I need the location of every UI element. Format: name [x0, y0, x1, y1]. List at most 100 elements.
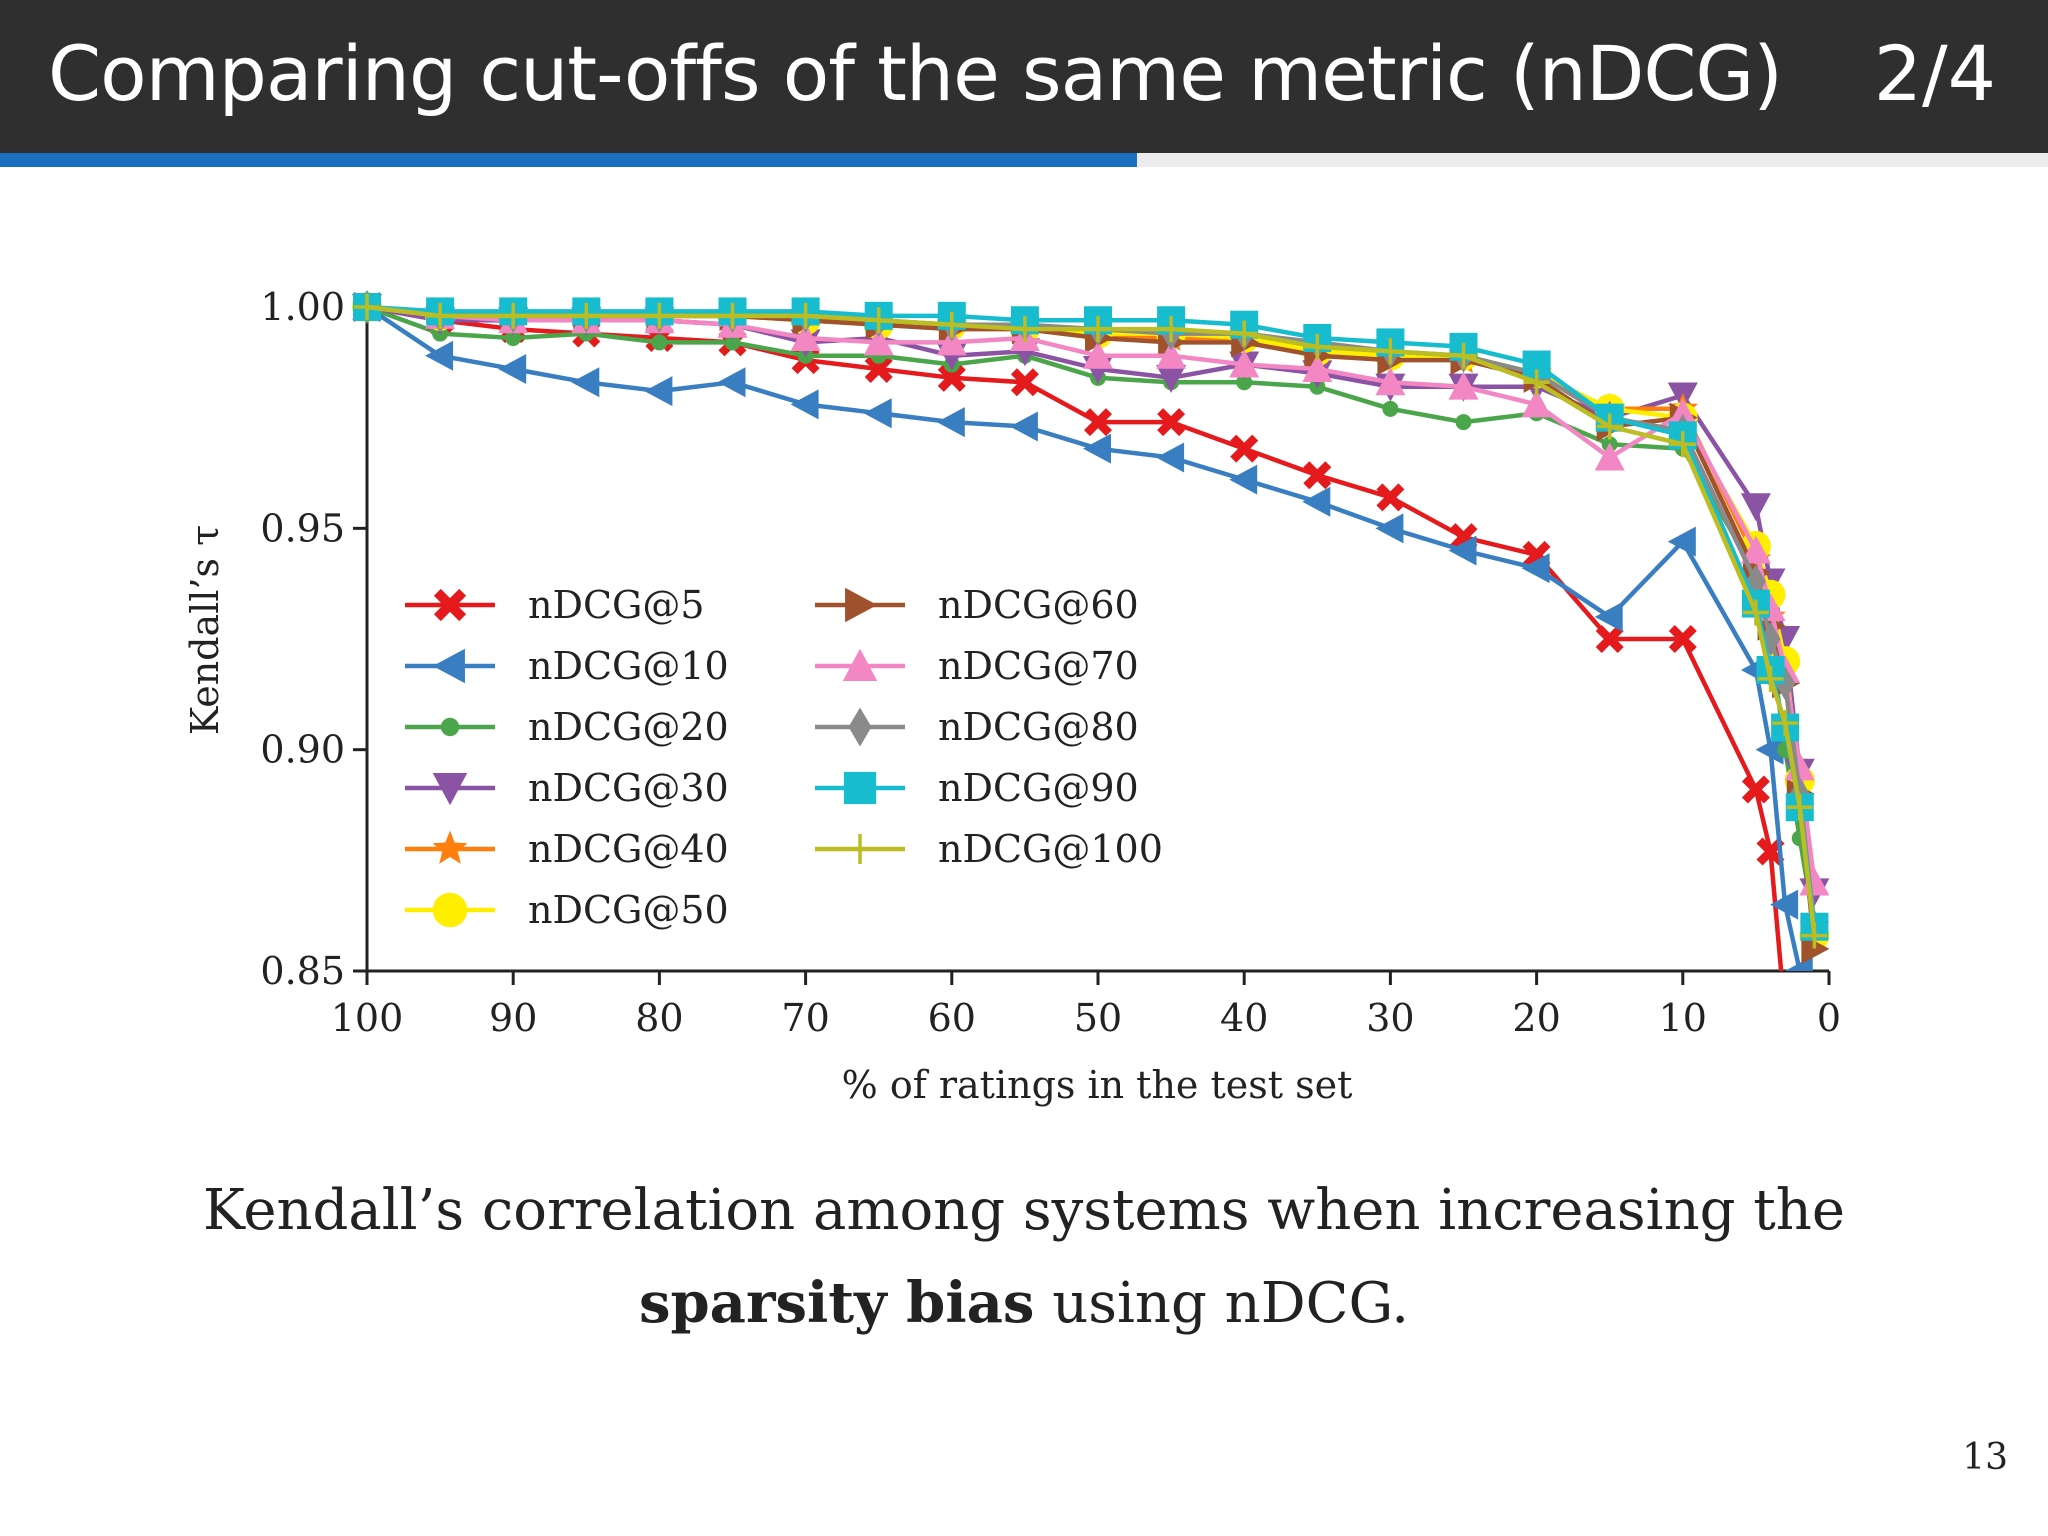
x-tick-label: 40	[1220, 996, 1268, 1040]
slide-title: Comparing cut-offs of the same metric (n…	[48, 29, 1783, 118]
data-point	[1771, 1001, 1799, 1029]
data-point	[1594, 442, 1625, 471]
progress-bar-fill	[0, 153, 1137, 167]
legend-marker	[432, 830, 468, 864]
legend-label: nDCG@40	[528, 827, 729, 871]
legend-label: nDCG@10	[528, 644, 729, 688]
data-point	[1156, 364, 1187, 393]
data-point	[863, 327, 894, 356]
data-point	[1083, 340, 1113, 369]
data-point	[1595, 625, 1624, 653]
data-point	[1594, 601, 1623, 632]
data-point	[1156, 340, 1187, 369]
legend-marker	[845, 834, 875, 864]
x-tick-label: 30	[1366, 996, 1414, 1040]
x-tick-label: 60	[928, 996, 976, 1040]
data-point	[719, 302, 746, 329]
caption-line-2: sparsity bias using nDCG.	[0, 1257, 2048, 1350]
data-point	[1011, 316, 1038, 343]
data-point	[864, 354, 893, 383]
legend-marker	[845, 587, 878, 623]
x-tick-label: 50	[1074, 996, 1122, 1040]
data-point	[1382, 400, 1399, 417]
legend-item: nDCG@10	[405, 644, 729, 688]
data-point	[1302, 353, 1333, 382]
data-point	[1157, 408, 1186, 437]
data-point	[1521, 389, 1552, 418]
x-tick-label: 20	[1512, 996, 1560, 1040]
data-point	[1455, 414, 1472, 431]
data-point	[865, 307, 892, 334]
slide-header: Comparing cut-offs of the same metric (n…	[0, 0, 2048, 153]
legend-item: nDCG@30	[405, 766, 729, 810]
legend-label: nDCG@100	[938, 827, 1163, 871]
data-point	[1236, 374, 1253, 391]
data-point	[1083, 433, 1111, 464]
legend-label: nDCG@90	[938, 766, 1139, 810]
legend-label: nDCG@5	[528, 583, 705, 627]
legend-marker	[432, 892, 468, 928]
data-point	[1156, 442, 1185, 473]
data-point	[1230, 434, 1259, 463]
data-point	[1375, 367, 1406, 396]
data-point	[646, 302, 673, 329]
data-point	[1448, 535, 1477, 566]
data-point	[1786, 794, 1813, 821]
data-point	[1229, 464, 1258, 495]
data-point	[1377, 338, 1404, 365]
data-point	[571, 367, 600, 398]
data-point	[1742, 599, 1769, 626]
x-tick-label: 10	[1659, 996, 1707, 1040]
legend-item: nDCG@100	[815, 827, 1163, 871]
data-point	[1596, 413, 1623, 440]
data-point	[1523, 369, 1550, 396]
data-point	[937, 363, 966, 392]
legend-item: nDCG@5	[405, 583, 705, 627]
data-point	[1450, 342, 1477, 369]
page-number: 13	[1962, 1437, 2008, 1478]
data-point	[1231, 320, 1258, 347]
data-point	[1740, 493, 1771, 522]
data-point	[651, 334, 668, 351]
y-tick-label: 1.00	[260, 285, 345, 329]
y-tick-label: 0.90	[260, 728, 345, 772]
legend-item: nDCG@90	[815, 766, 1139, 810]
data-point	[1085, 316, 1111, 343]
data-point	[1801, 922, 1828, 949]
caption-rest: using nDCG.	[1034, 1271, 1409, 1336]
data-point	[1375, 513, 1404, 544]
data-point	[1229, 349, 1260, 378]
data-point	[644, 376, 673, 407]
legend-label: nDCG@60	[938, 583, 1139, 627]
data-point	[1302, 486, 1331, 517]
data-point	[790, 322, 821, 351]
x-tick-label: 70	[781, 996, 829, 1040]
data-point	[1757, 665, 1784, 692]
data-point	[1448, 371, 1479, 400]
data-point	[1009, 411, 1038, 442]
data-point	[573, 302, 600, 329]
slide-caption: Kendall’s correlation among systems when…	[0, 1165, 2048, 1350]
data-point	[1770, 889, 1799, 920]
data-point	[938, 311, 965, 338]
y-axis-label: Kendall’s τ	[183, 525, 227, 735]
data-point	[790, 389, 819, 420]
data-point	[505, 329, 522, 346]
x-tick-label: 80	[635, 996, 683, 1040]
data-point	[1084, 408, 1112, 437]
progress-bar	[0, 153, 2048, 167]
chart-legend: nDCG@5 nDCG@10 nDCG@20 nDCG@30 nDCG@40 nDCG@5…	[405, 583, 1163, 932]
legend-item: nDCG@60	[815, 583, 1139, 627]
legend-label: nDCG@80	[938, 705, 1139, 749]
data-point	[425, 340, 454, 371]
legend-marker	[432, 773, 468, 806]
data-point	[354, 294, 380, 320]
series-ndcg-at-100	[354, 294, 1828, 949]
legend-marker	[842, 648, 878, 681]
series-line	[366, 304, 1784, 971]
legend-item: nDCG@20	[405, 705, 729, 749]
y-tick-label: 0.95	[260, 506, 345, 550]
data-point	[936, 407, 965, 438]
data-point	[792, 302, 819, 329]
data-point	[1755, 734, 1784, 765]
